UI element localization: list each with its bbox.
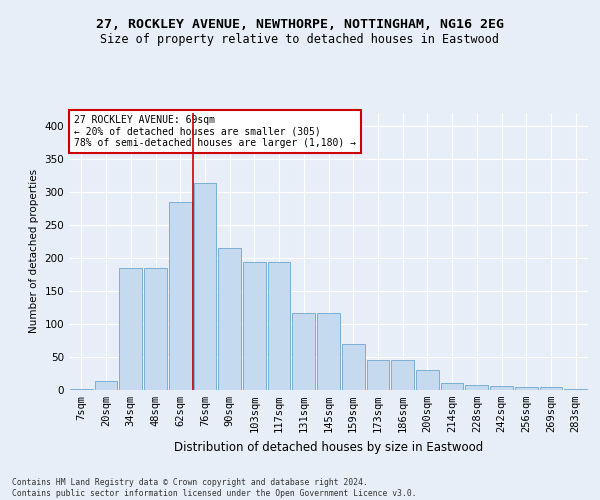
Bar [564, 388, 587, 390]
Bar [416, 370, 439, 390]
Text: 27, ROCKLEY AVENUE, NEWTHORPE, NOTTINGHAM, NG16 2EG: 27, ROCKLEY AVENUE, NEWTHORPE, NOTTINGHA… [96, 18, 504, 32]
Bar [218, 248, 241, 390]
Text: Contains HM Land Registry data © Crown copyright and database right 2024.
Contai: Contains HM Land Registry data © Crown c… [12, 478, 416, 498]
Bar [95, 381, 118, 390]
Bar [342, 344, 365, 390]
Text: 27 ROCKLEY AVENUE: 69sqm
← 20% of detached houses are smaller (305)
78% of semi-: 27 ROCKLEY AVENUE: 69sqm ← 20% of detach… [74, 116, 356, 148]
Bar [70, 388, 93, 390]
Bar [391, 360, 414, 390]
Bar [169, 202, 191, 390]
Bar [268, 262, 290, 390]
Bar [367, 360, 389, 390]
Bar [119, 268, 142, 390]
Bar [441, 384, 463, 390]
Y-axis label: Number of detached properties: Number of detached properties [29, 169, 39, 334]
Bar [194, 183, 216, 390]
X-axis label: Distribution of detached houses by size in Eastwood: Distribution of detached houses by size … [174, 440, 483, 454]
Bar [243, 262, 266, 390]
Bar [317, 312, 340, 390]
Bar [539, 386, 562, 390]
Bar [144, 268, 167, 390]
Bar [490, 386, 513, 390]
Bar [292, 312, 315, 390]
Bar [466, 386, 488, 390]
Text: Size of property relative to detached houses in Eastwood: Size of property relative to detached ho… [101, 32, 499, 46]
Bar [515, 386, 538, 390]
